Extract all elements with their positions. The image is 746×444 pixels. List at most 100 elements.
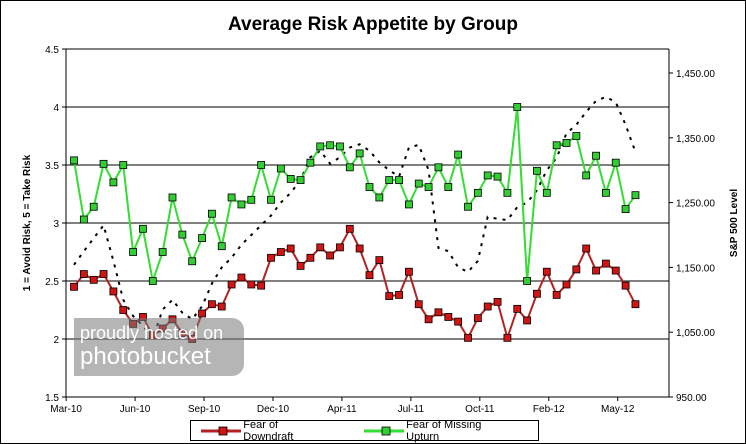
y2-tick-label: 1,150.00 [676, 263, 715, 274]
x-tick-label: Jun-10 [120, 404, 151, 415]
downdraft-point [119, 306, 128, 314]
upturn-point [158, 248, 167, 256]
upturn-point [424, 183, 433, 191]
upturn-point [631, 191, 640, 200]
upturn-point [306, 158, 315, 167]
upturn-point [385, 176, 394, 184]
downdraft-point [207, 300, 216, 309]
upturn-point [602, 188, 610, 197]
downdraft-point [109, 287, 118, 296]
upturn-point [198, 234, 206, 242]
downdraft-point [79, 270, 88, 278]
watermark-line2: photobucket [80, 343, 211, 370]
downdraft-point [404, 267, 413, 276]
downdraft-point [454, 317, 463, 326]
y-tick-label: 2.5 [45, 277, 59, 288]
upturn-point [552, 141, 561, 150]
x-tick-label: Dec-10 [257, 404, 290, 415]
downdraft-point [385, 292, 394, 300]
downdraft-point [365, 271, 374, 280]
upturn-point [454, 150, 463, 159]
downdraft-point [257, 281, 266, 290]
upturn-point [414, 179, 423, 188]
upturn-point [503, 188, 512, 197]
upturn-point [582, 171, 591, 180]
upturn-point [483, 171, 492, 180]
x-tick-label: Oct-11 [465, 404, 495, 415]
legend-label-downdraft: Fear of Downdraft [243, 418, 294, 443]
upturn-point [139, 224, 147, 233]
y-tick-label: 4 [53, 103, 59, 114]
upturn-point [395, 176, 403, 184]
downdraft-point [296, 262, 305, 270]
upturn-point [493, 172, 502, 181]
y2-tick-label: 1,050.00 [676, 328, 715, 339]
downdraft-point [523, 316, 531, 325]
downdraft-point [483, 302, 492, 311]
upturn-point [464, 202, 472, 211]
downdraft-point [513, 304, 522, 313]
x-tick-label: Mar-10 [50, 404, 82, 415]
downdraft-point [217, 302, 226, 311]
upturn-point [129, 248, 138, 256]
legend-marker-downdraft [201, 426, 242, 435]
upturn-point [592, 151, 600, 160]
upturn-point [533, 166, 541, 175]
watermark-line1: proudly hosted on [80, 323, 224, 343]
y-tick-label: 1.5 [45, 393, 59, 404]
upturn-point [188, 257, 197, 266]
legend-label-upturn: Fear of Missing Upturn [406, 418, 482, 443]
upturn-point [148, 277, 157, 285]
downdraft-point [473, 314, 482, 323]
upturn-point [247, 195, 256, 204]
downdraft-point [345, 224, 354, 233]
downdraft-point [562, 280, 571, 289]
upturn-point [217, 242, 226, 251]
upturn-point [276, 164, 285, 173]
downdraft-point [444, 313, 453, 321]
downdraft-point [611, 266, 620, 275]
downdraft-point [227, 280, 236, 289]
downdraft-point [286, 244, 295, 253]
downdraft-point [276, 248, 285, 256]
downdraft-point [99, 270, 108, 278]
upturn-point [345, 163, 354, 172]
upturn-point [316, 142, 325, 151]
legend-marker-upturn [363, 426, 405, 435]
upturn-point [355, 149, 364, 158]
downdraft-point [542, 267, 551, 276]
downdraft-point [552, 291, 561, 299]
x-tick-label: Jul-11 [398, 404, 425, 415]
upturn-point [257, 161, 266, 169]
downdraft-point [316, 243, 325, 252]
downdraft-point [424, 315, 433, 324]
y-tick-label: 3.5 [45, 161, 59, 172]
downdraft-point [198, 309, 206, 318]
upturn-point [572, 132, 581, 140]
upturn-point [404, 200, 413, 209]
upturn-point [621, 205, 630, 213]
downdraft-point [582, 244, 591, 253]
x-tick-label: May-12 [601, 404, 635, 415]
upturn-point [326, 141, 335, 150]
x-tick-label: Sep-10 [188, 404, 221, 415]
downdraft-point [592, 266, 600, 275]
upturn-point [119, 161, 128, 169]
upturn-point [542, 188, 551, 197]
y-tick-label: 2 [53, 335, 59, 346]
downdraft-point [355, 244, 364, 253]
y-tick-label: 3 [53, 219, 59, 230]
downdraft-point [631, 300, 640, 309]
downdraft-point [326, 251, 335, 260]
upturn-point [473, 188, 482, 197]
upturn-point [375, 193, 384, 202]
upturn-point [178, 230, 187, 239]
downdraft-point [572, 265, 581, 274]
y2-tick-label: 1,450.00 [676, 69, 715, 80]
downdraft-point [237, 273, 246, 282]
upturn-point [99, 159, 108, 168]
upturn-point [444, 183, 453, 191]
downdraft-point [434, 308, 443, 317]
